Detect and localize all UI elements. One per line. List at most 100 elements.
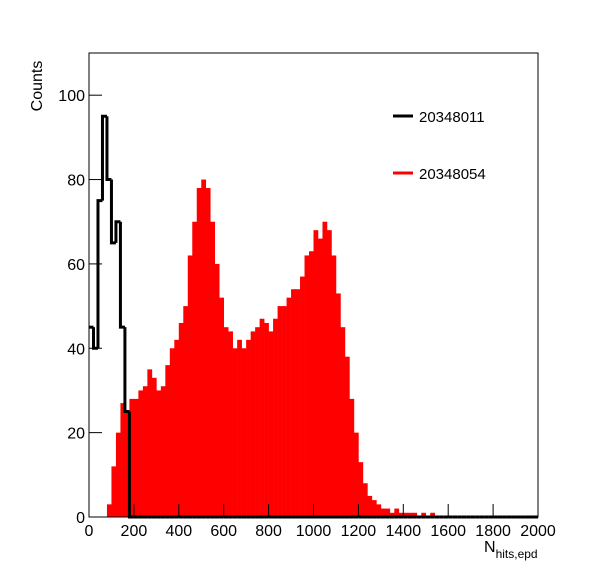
hist-bar — [268, 331, 274, 517]
y-tick-label: 80 — [67, 173, 85, 190]
hist-bar — [300, 276, 305, 517]
hist-bar — [309, 251, 314, 517]
hist-bar — [264, 322, 269, 517]
y-tick-label: 100 — [58, 88, 85, 105]
hist-bar — [246, 339, 251, 517]
hist-bar — [430, 512, 436, 517]
hist-bar — [353, 432, 359, 517]
hist-bar — [223, 327, 229, 517]
hist-bar — [183, 306, 189, 517]
x-tick-label: 1800 — [475, 523, 511, 540]
hist-bar — [322, 221, 328, 517]
hist-bar — [304, 255, 310, 518]
y-tick-label: 40 — [67, 341, 85, 358]
hist-bar — [156, 390, 162, 517]
y-tick-label: 60 — [67, 257, 85, 274]
hist-bar — [214, 263, 220, 517]
hist-bar — [196, 187, 202, 517]
x-tick-label: 1200 — [341, 523, 377, 540]
hist-step — [114, 220, 121, 243]
hist-bar — [133, 398, 139, 517]
hist-bar — [232, 348, 238, 517]
x-tick-label: 800 — [255, 523, 282, 540]
y-tick-label: 0 — [76, 510, 85, 527]
hist-bar — [407, 512, 413, 517]
hist-step — [118, 221, 125, 329]
x-tick-label: 200 — [121, 523, 148, 540]
hist-bar — [160, 386, 166, 517]
hist-bar — [367, 495, 373, 517]
x-tick-label: 1000 — [296, 523, 332, 540]
x-tick-label: 2000 — [520, 523, 556, 540]
x-tick-label: 1600 — [430, 523, 466, 540]
x-tick-label: 600 — [210, 523, 237, 540]
hist-bar — [241, 348, 247, 517]
hist-bar — [165, 365, 171, 517]
hist-bar — [111, 466, 117, 517]
hist-bar — [394, 508, 400, 517]
hist-bar — [335, 293, 341, 517]
hist-bar — [371, 500, 377, 517]
legend-label: 20348011 — [419, 109, 485, 126]
hist-bar — [120, 403, 126, 517]
hist-bar — [174, 339, 180, 517]
hist-bar — [210, 221, 216, 517]
y-axis-title: Counts — [29, 61, 46, 112]
hist-bar — [169, 348, 175, 517]
hist-step — [105, 116, 112, 182]
hist-bar — [317, 238, 323, 517]
hist-bar — [115, 432, 121, 517]
hist-bar — [142, 386, 148, 517]
hist-bar — [291, 289, 296, 517]
hist-bar — [237, 339, 242, 517]
hist-bar — [313, 230, 319, 517]
hist-bar — [412, 512, 418, 517]
hist-bar — [151, 377, 157, 517]
legend-label: 20348054 — [419, 166, 486, 183]
hist-bar — [349, 398, 355, 517]
hist-bar — [138, 390, 144, 517]
x-tick-label: 400 — [165, 523, 192, 540]
hist-bar — [389, 512, 395, 517]
hist-bar — [273, 318, 278, 517]
hist-bar — [380, 508, 386, 517]
hist-bar — [250, 331, 256, 517]
hist-bar — [295, 289, 301, 517]
hist-bar — [385, 508, 391, 517]
hist-bar — [331, 255, 337, 518]
x-axis-title-base: N — [484, 539, 496, 556]
hist-bar — [344, 356, 350, 517]
hist-bar — [277, 306, 283, 517]
hist-bar — [286, 297, 292, 517]
hist-bar — [340, 327, 346, 517]
x-axis-title: Nhits,epd — [484, 539, 538, 561]
hist-bar — [106, 504, 112, 517]
hist-step — [96, 199, 103, 349]
hist-bar — [421, 512, 427, 517]
hist-bar — [326, 230, 332, 517]
hist-bar — [201, 179, 207, 517]
hist-bar — [178, 322, 184, 517]
hist-step — [123, 327, 130, 414]
hist-bar — [403, 512, 409, 517]
hist-bar — [358, 462, 364, 517]
x-tick-label: 0 — [85, 523, 94, 540]
hist-bar — [124, 411, 130, 517]
hist-bar — [192, 221, 198, 517]
hist-bar — [219, 297, 224, 517]
y-tick-label: 20 — [67, 426, 85, 443]
x-axis-title-sub: hits,epd — [496, 547, 538, 561]
hist-bar — [398, 512, 404, 517]
hist-bar — [362, 483, 368, 517]
hist-bar — [147, 369, 153, 517]
hist-bar — [205, 187, 211, 517]
hist-bar — [129, 398, 135, 517]
hist-bar — [376, 504, 382, 517]
x-tick-label: 1400 — [386, 523, 422, 540]
hist-bar — [187, 255, 193, 518]
hist-bar — [228, 331, 233, 517]
hist-bar — [255, 327, 260, 517]
hist-bar — [259, 318, 265, 517]
hist-bar — [282, 306, 287, 517]
